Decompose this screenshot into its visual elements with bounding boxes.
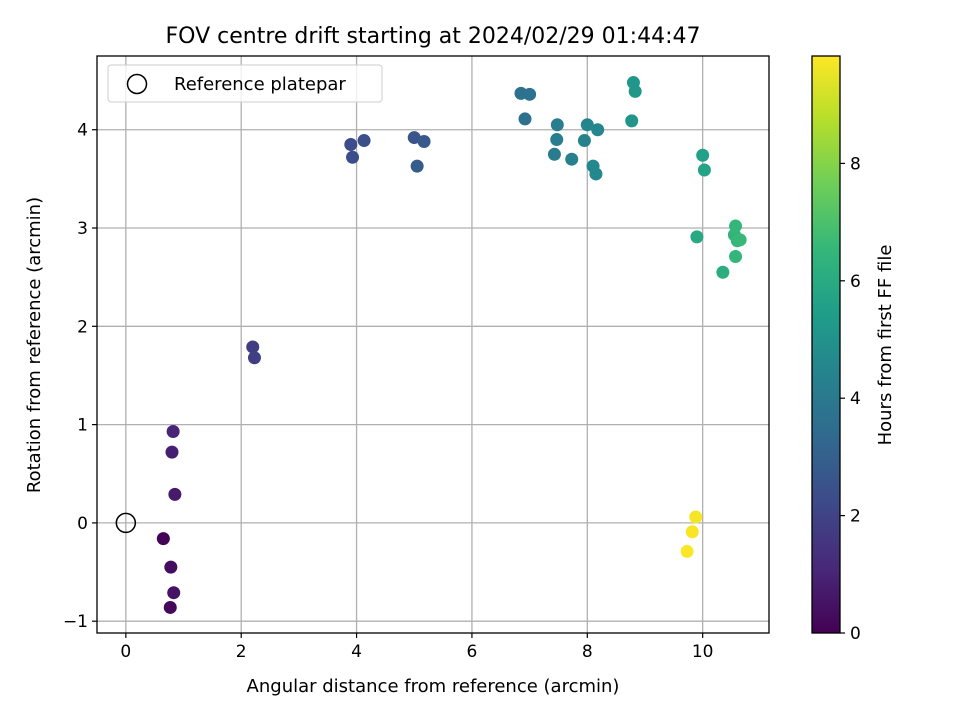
scatter-point — [625, 114, 639, 128]
scatter-point — [417, 135, 431, 149]
y-tick-label: 3 — [77, 219, 88, 239]
colorbar: 0 2 4 6 8 Hours from first FF file — [811, 55, 896, 644]
scatter-point — [410, 159, 424, 173]
colorbar-tick-label: 2 — [850, 507, 861, 527]
scatter-point — [167, 586, 181, 600]
reference-marker — [115, 512, 137, 534]
scatter-point — [407, 131, 421, 145]
y-tick-label: 2 — [77, 317, 88, 337]
x-axis-ticks: 0 2 4 6 8 10 — [120, 633, 713, 662]
colorbar-tick-label: 8 — [850, 154, 861, 174]
scatter-point — [346, 150, 360, 164]
scatter-point — [729, 219, 743, 233]
colorbar-label: Hours from first FF file — [875, 245, 896, 446]
legend-open-circle-icon — [126, 73, 148, 95]
scatter-point — [357, 134, 371, 148]
scatter-point — [591, 123, 605, 137]
scatter-point — [689, 510, 703, 524]
scatter-point — [577, 134, 591, 148]
x-axis-label: Angular distance from reference (arcmin) — [247, 676, 620, 697]
scatter-point — [166, 424, 180, 438]
legend-box — [107, 64, 383, 103]
y-axis-ticks: −1 0 1 2 3 4 — [63, 121, 97, 632]
x-tick-label: 0 — [120, 642, 131, 662]
y-tick-label: 0 — [77, 514, 88, 534]
scatter-point — [518, 112, 532, 126]
colorbar-gradient — [812, 56, 840, 633]
plot-frame — [96, 55, 770, 634]
scatter-point — [164, 560, 178, 574]
scatter-point — [696, 148, 710, 162]
chart-title: FOV centre drift starting at 2024/02/29 … — [166, 24, 701, 49]
colorbar-tick-label: 0 — [850, 624, 861, 644]
scatter-point — [247, 351, 261, 365]
x-tick-label: 8 — [582, 642, 593, 662]
x-tick-label: 2 — [236, 642, 247, 662]
y-tick-label: 4 — [77, 121, 88, 141]
scatter-point — [733, 233, 747, 247]
y-tick-label: −1 — [63, 612, 88, 632]
legend: Reference platepar — [107, 64, 383, 103]
x-tick-label: 4 — [351, 642, 362, 662]
scatter-point — [685, 525, 699, 539]
scatter-point — [547, 147, 561, 161]
data-points — [156, 76, 747, 614]
plot-area: 0 2 4 6 8 10 −1 0 1 2 3 4 — [63, 55, 770, 662]
scatter-point — [523, 87, 537, 101]
scatter-point — [680, 544, 694, 558]
scatter-point — [550, 118, 564, 132]
y-tick-label: 1 — [77, 416, 88, 436]
scatter-point — [690, 230, 704, 244]
colorbar-frame — [811, 55, 841, 634]
scatter-point — [163, 600, 177, 614]
legend-entry-reference: Reference platepar — [174, 74, 346, 95]
scatter-point — [165, 445, 179, 459]
scatter-point — [729, 250, 743, 264]
scatter-point — [589, 167, 603, 181]
scatter-point — [156, 532, 170, 546]
y-axis-label: Rotation from reference (arcmin) — [24, 197, 45, 493]
scatter-point — [628, 84, 642, 98]
scatter-point — [697, 163, 711, 177]
scatter-point — [580, 118, 594, 132]
scatter-point — [344, 137, 358, 151]
scatter-point — [550, 133, 564, 147]
colorbar-tick-label: 4 — [850, 389, 861, 409]
colorbar-ticks: 0 2 4 6 8 — [840, 154, 861, 644]
x-tick-label: 10 — [692, 642, 714, 662]
scatter-point — [168, 487, 182, 501]
scatter-point — [565, 152, 579, 166]
scatter-point — [246, 340, 260, 354]
scatter-point — [716, 265, 730, 279]
grid-lines — [97, 56, 769, 633]
x-tick-label: 6 — [467, 642, 478, 662]
colorbar-tick-label: 6 — [850, 272, 861, 292]
